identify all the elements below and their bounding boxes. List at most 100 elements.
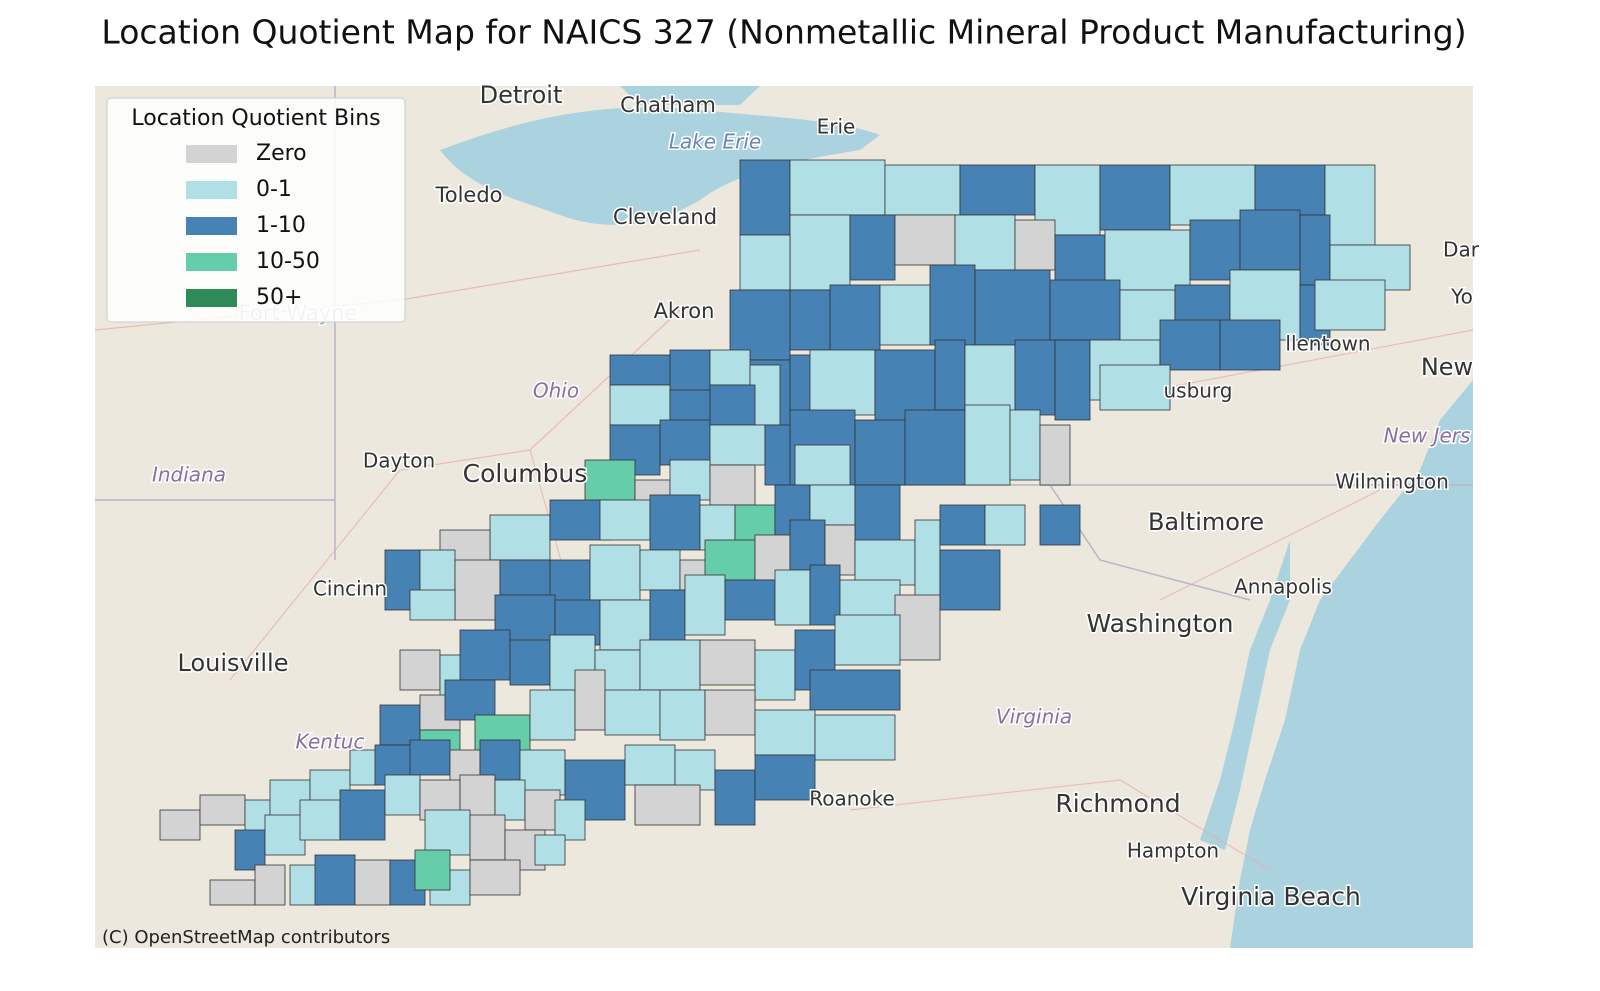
county [479, 739, 521, 781]
place-label: Toledo [434, 183, 502, 207]
place-label: Washington [1087, 609, 1234, 638]
county [809, 349, 876, 416]
county [934, 339, 966, 411]
place-label: Yo [1450, 285, 1473, 309]
county [469, 859, 521, 896]
county [209, 879, 256, 906]
county [409, 589, 456, 621]
county [879, 284, 931, 346]
county [789, 519, 826, 571]
legend-box [106, 97, 406, 323]
county [709, 464, 756, 506]
legend-label: Zero [256, 141, 307, 166]
legend-swatch [186, 217, 237, 235]
place-labels: Detroit Chatham Lake Erie Erie Toledo Clevela… [150, 80, 1481, 913]
county [424, 809, 471, 856]
place-label: Cincinn [313, 577, 387, 601]
place-label: Ohio [533, 379, 579, 403]
county [399, 649, 441, 691]
county [699, 639, 756, 686]
county [489, 514, 551, 561]
county [854, 484, 901, 546]
place-label: Erie [817, 115, 856, 139]
legend-label: 10-50 [256, 249, 320, 274]
county [954, 214, 1016, 271]
county [929, 264, 976, 346]
place-label: Virginia Beach [1181, 882, 1361, 911]
county [714, 769, 756, 826]
place-label: Kentuc [296, 730, 365, 754]
county [1239, 209, 1301, 271]
place-label: Cleveland [613, 205, 717, 229]
place-label: Dar [1443, 238, 1480, 262]
place-label: Hampton [1127, 839, 1219, 863]
place-label: Wilmington [1335, 470, 1449, 494]
county [1099, 164, 1171, 231]
county [894, 214, 956, 266]
place-label: Roanoke [809, 787, 895, 811]
place-label: Richmond [1055, 789, 1180, 818]
county [649, 494, 701, 551]
county [789, 159, 886, 216]
county [414, 849, 451, 891]
county [159, 809, 201, 841]
county [589, 544, 641, 601]
county [764, 424, 791, 486]
attribution: (C) OpenStreetMap contributors [102, 927, 390, 948]
county [409, 739, 451, 776]
county [884, 164, 961, 216]
county [794, 444, 851, 486]
county [704, 689, 756, 736]
county [704, 539, 756, 581]
place-label: Akron [654, 299, 715, 323]
county [659, 689, 706, 741]
county [314, 854, 356, 906]
county [459, 629, 511, 681]
lake-st-clair [620, 86, 760, 105]
county [604, 689, 661, 736]
county [739, 159, 791, 236]
county [709, 384, 756, 426]
county [529, 689, 576, 741]
county [849, 214, 896, 281]
legend: Location Quotient Bins Zero 0-1 1-10 10-50 5… [106, 97, 406, 323]
county [724, 579, 776, 621]
border-line [95, 86, 1473, 601]
county [894, 594, 941, 661]
county [379, 704, 421, 746]
county [729, 289, 791, 361]
county [1314, 279, 1386, 331]
county [904, 409, 966, 486]
county [599, 599, 651, 651]
legend-swatch [186, 181, 237, 199]
county [974, 269, 1051, 346]
county [939, 549, 1001, 611]
legend-swatch [186, 145, 237, 163]
county [774, 569, 811, 626]
county [914, 519, 941, 601]
county [609, 354, 671, 386]
county [1254, 164, 1326, 216]
legend-items: Zero 0-1 1-10 10-50 50+ [186, 141, 320, 310]
county [649, 589, 686, 646]
place-label: Louisville [178, 649, 289, 677]
county [854, 419, 906, 486]
county [754, 754, 816, 801]
place-label: Detroit [480, 81, 563, 109]
county [234, 829, 266, 871]
county [639, 639, 701, 691]
county [964, 344, 1016, 416]
legend-label: 1-10 [256, 213, 306, 238]
county [709, 424, 766, 466]
county [494, 779, 526, 821]
county [789, 214, 851, 291]
place-label: llentown [1285, 332, 1370, 356]
county [609, 384, 671, 426]
county [469, 814, 506, 861]
county [339, 789, 386, 841]
county [444, 679, 496, 721]
county [584, 459, 636, 506]
county [809, 669, 901, 711]
place-label: usburg [1163, 379, 1232, 403]
